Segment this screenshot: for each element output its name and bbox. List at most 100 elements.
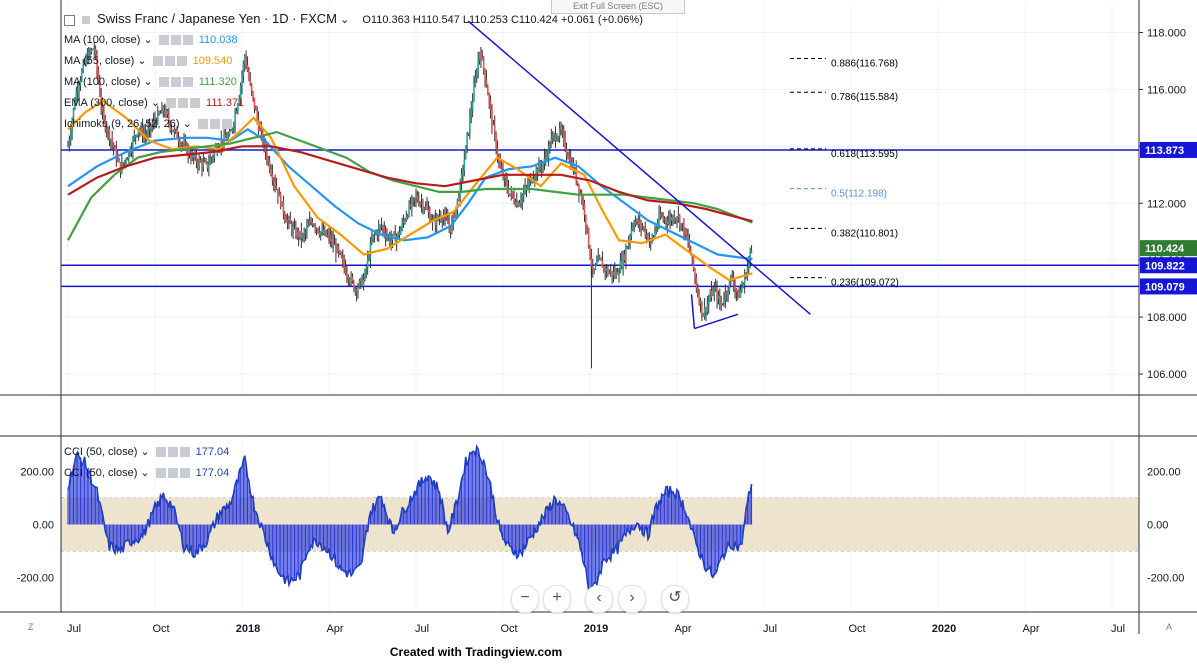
settings-icon[interactable] [158, 35, 169, 46]
candle-body [281, 201, 283, 207]
settings-icon[interactable] [155, 468, 166, 479]
cci-legend-row[interactable]: CCI (50, close) ⌄ 177.04 [64, 466, 229, 479]
candle-body [482, 57, 485, 69]
candle-body [355, 289, 358, 293]
candle-body [440, 217, 442, 220]
fib-level-label: 0.382(110.801) [831, 228, 898, 239]
chevron-down-icon[interactable]: ⌄ [140, 76, 153, 88]
candle-body [90, 49, 93, 53]
close-icon[interactable] [179, 468, 190, 479]
candle-body [116, 159, 119, 161]
indicator-legend-row[interactable]: Ichimoku (9, 26, 52, 26) ⌄ [64, 117, 238, 130]
candle-body [315, 228, 318, 230]
close-icon[interactable] [190, 98, 201, 109]
candle-body [111, 139, 113, 144]
eye-icon[interactable] [209, 119, 220, 130]
exit-fullscreen-button[interactable]: Exit Full Screen (ESC) [551, 0, 685, 14]
candle-body [568, 157, 571, 159]
candle-body [359, 278, 362, 281]
candle-body [445, 215, 448, 219]
candle-body [696, 288, 699, 296]
zoom-out-button[interactable]: − [511, 585, 539, 613]
candle-body [694, 269, 696, 278]
indicator-label: Ichimoku (9, 26, 52, 26) [64, 118, 180, 130]
settings-icon[interactable] [152, 56, 163, 67]
indicator-value: 110.038 [198, 34, 238, 46]
candle-body [522, 192, 525, 196]
settings-icon[interactable] [197, 119, 208, 130]
candle-body [325, 230, 328, 236]
visibility-icon[interactable] [64, 14, 75, 26]
chevron-down-icon[interactable]: ⌄ [134, 55, 147, 67]
candle-body [542, 164, 544, 169]
candle-body [147, 129, 149, 136]
close-icon[interactable] [179, 447, 190, 458]
scroll-right-button[interactable]: › [618, 585, 646, 613]
candle-body [118, 159, 120, 163]
time-tick-label: Apr [326, 623, 343, 635]
candle-body [151, 124, 154, 129]
eye-icon[interactable] [178, 98, 189, 109]
candle-body [716, 287, 718, 300]
indicator-legend-row[interactable]: MA (100, close) ⌄ 110.038 [64, 33, 238, 46]
symbol-title[interactable]: Swiss Franc / Japanese Yen · 1D · FXCM [97, 11, 337, 26]
candle-body [677, 215, 680, 218]
chevron-down-icon[interactable]: ⌄ [179, 118, 192, 130]
candle-body [590, 258, 593, 267]
timezone-toggle[interactable]: Z [28, 622, 34, 632]
candle-body [589, 246, 591, 259]
candle-body [115, 147, 118, 160]
candle-body [256, 110, 258, 120]
candle-body [79, 80, 82, 86]
candle-body [467, 132, 470, 135]
close-icon[interactable] [182, 77, 193, 88]
candle-body [427, 209, 430, 213]
eye-icon[interactable] [170, 77, 181, 88]
close-icon[interactable] [182, 35, 193, 46]
chevron-down-icon[interactable]: ⌄ [340, 14, 350, 26]
indicator-legend-row[interactable]: EMA (300, close) ⌄ 111.371 [64, 96, 244, 109]
candle-body [134, 135, 137, 137]
candle-body [576, 180, 579, 185]
candle-body [248, 71, 250, 79]
reset-button[interactable]: ↺ [661, 585, 689, 613]
indicator-legend-row[interactable]: MA (100, close) ⌄ 111.320 [64, 75, 237, 88]
close-icon[interactable] [176, 56, 187, 67]
chevron-down-icon[interactable]: ⌄ [147, 97, 161, 109]
eye-icon[interactable] [167, 447, 178, 458]
close-icon[interactable] [221, 119, 232, 130]
settings-icon[interactable] [166, 98, 177, 109]
eye-icon[interactable] [164, 56, 175, 67]
chevron-down-icon[interactable]: ⌄ [137, 467, 150, 479]
time-tick-label: 2020 [932, 623, 956, 635]
candle-body [698, 295, 700, 304]
candle-body [517, 202, 519, 207]
auto-scale-toggle[interactable]: A [1166, 622, 1173, 632]
trendlines [467, 20, 811, 330]
settings-icon[interactable] [158, 77, 169, 88]
candle-body [598, 256, 601, 259]
scroll-left-button[interactable]: ‹ [585, 585, 613, 613]
indicator-legend-row[interactable]: MA (55, close) ⌄ 109.540 [64, 54, 232, 67]
candle-body [268, 160, 271, 170]
indicator-value: 111.371 [206, 97, 245, 109]
horizontal-levels [61, 149, 1139, 288]
chevron-down-icon[interactable]: ⌄ [137, 446, 150, 458]
moving-averages [67, 99, 753, 282]
candle-body [477, 60, 479, 74]
candle-body [278, 193, 281, 197]
zoom-in-button[interactable]: + [543, 585, 571, 613]
time-axis: Jul Oct 2018 Apr Jul Oct 2019 Apr Jul Oct 2020 Apr J… [67, 623, 1125, 635]
candle-body [303, 232, 305, 235]
candle-body [533, 176, 536, 180]
cci-legend-row[interactable]: CCI (50, close) ⌄ 177.04 [64, 445, 229, 458]
chevron-down-icon[interactable]: ⌄ [140, 34, 153, 46]
candle-body [712, 290, 714, 296]
candle-body [383, 228, 386, 234]
candle-body [594, 264, 597, 270]
eye-icon[interactable] [167, 468, 178, 479]
settings-icon[interactable] [155, 447, 166, 458]
candle-body [644, 228, 647, 236]
eye-icon[interactable] [170, 35, 181, 46]
